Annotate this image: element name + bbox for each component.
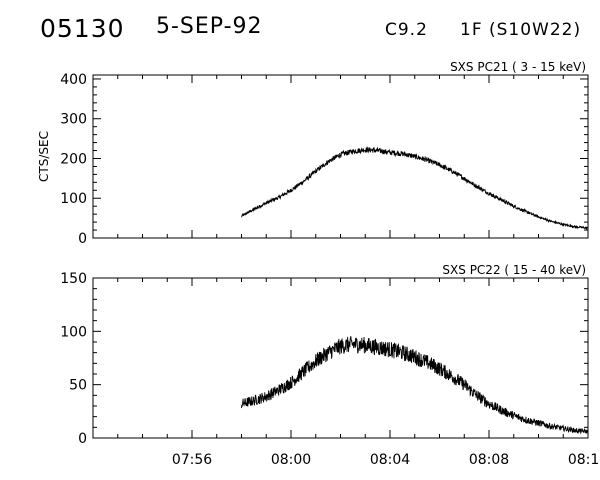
- y-tick-label: 200: [60, 151, 87, 167]
- series-line-1: [241, 145, 589, 231]
- flare-class: C9.2: [385, 20, 428, 40]
- y-tick-label: 100: [60, 191, 87, 207]
- x-tick-label: 08:08: [469, 452, 509, 468]
- y-tick-label: 100: [60, 324, 87, 340]
- y-tick-label: 400: [60, 72, 87, 88]
- series-line-2: [241, 336, 589, 435]
- y-tick-label: 300: [60, 112, 87, 128]
- panel-title-1: SXS PC21 ( 3 - 15 keV): [450, 60, 586, 74]
- x-tick-label: 08:12: [568, 452, 600, 468]
- y-axis-label: CTS/SEC: [37, 131, 51, 182]
- y-tick-label: 50: [69, 378, 87, 394]
- flare-importance-location: 1F (S10W22): [460, 20, 582, 40]
- event-date: 5-SEP-92: [156, 14, 263, 39]
- x-tick-label: 07:56: [172, 452, 212, 468]
- panel-title-2: SXS PC22 ( 15 - 40 keV): [442, 263, 586, 277]
- y-tick-label: 150: [60, 271, 87, 287]
- y-tick-label: 0: [78, 231, 87, 247]
- x-tick-label: 08:00: [271, 452, 311, 468]
- event-id: 05130: [40, 14, 125, 43]
- y-tick-label: 0: [78, 431, 87, 447]
- x-tick-label: 08:04: [370, 452, 410, 468]
